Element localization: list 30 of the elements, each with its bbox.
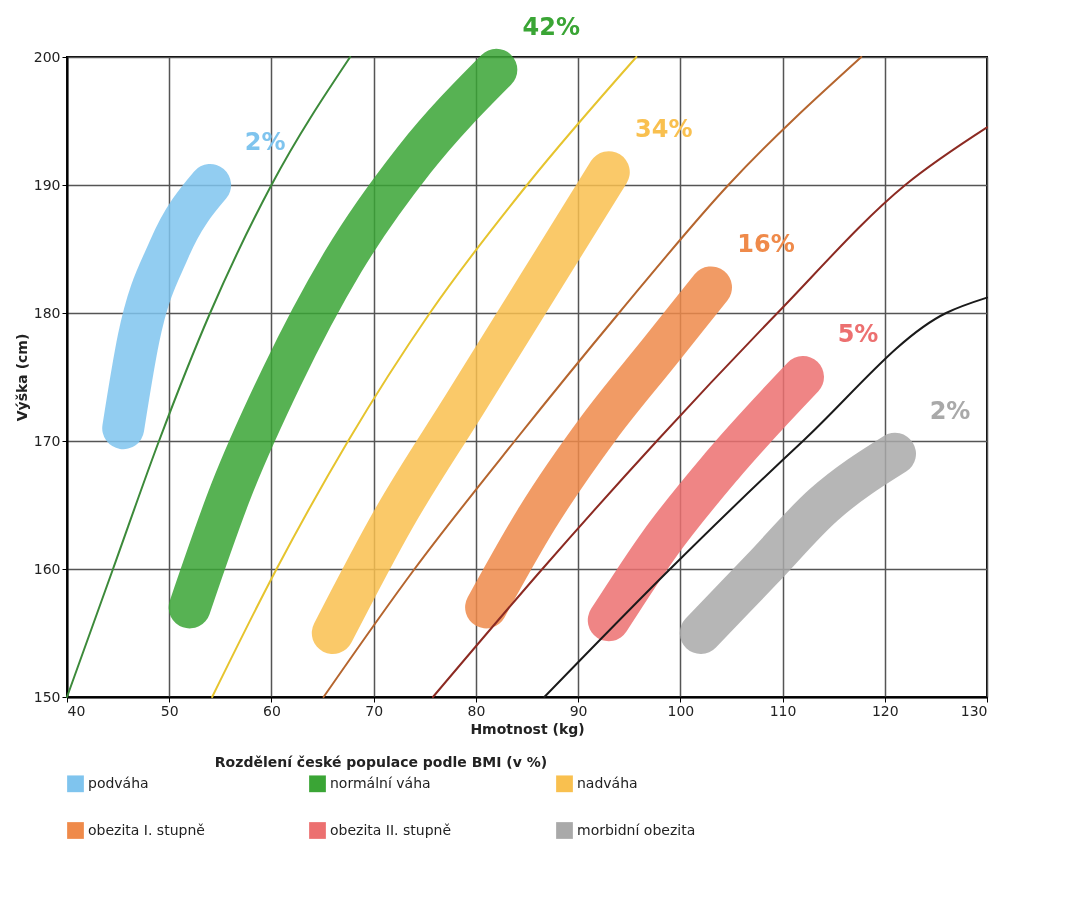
x-tick-label: 40 [67,702,86,719]
line-series [543,296,988,698]
legend-label: normální váha [330,774,431,791]
x-tick-label: 70 [365,702,384,719]
annotation: 2% [929,396,971,425]
line-series [211,56,638,698]
y-tick-label: 150 [33,688,61,705]
y-tick-label: 190 [33,176,61,193]
legend-title: Rozdělení české populace podle BMI (v %) [214,754,548,770]
x-axis-title: Hmotnost (kg) [470,720,585,737]
text: 42% [522,12,581,41]
legend-label: morbidní obezita [577,821,696,838]
y-axis-title: Výška (cm) [13,333,30,422]
legend-label: obezita II. stupně [330,821,452,838]
x-tick-label: 60 [263,702,281,719]
x-tick-label: 130 [960,702,988,719]
legend-label: nadváha [577,774,638,791]
x-tick-label: 120 [871,702,899,719]
legend-label: podváha [88,774,149,791]
x-tick-label: 50 [160,702,179,719]
x-tick-label: 110 [769,702,797,719]
annotation: 5% [837,320,879,348]
y-tick-label: 170 [33,432,61,449]
x-tick-label: 90 [569,702,588,719]
legend-label: obezita I. stupně [88,821,205,838]
x-tick-label: 100 [667,702,695,719]
y-tick-label: 200 [33,48,61,65]
x-tick-label: 80 [467,702,486,719]
y-tick-label: 160 [33,560,61,577]
y-tick-label: 180 [33,304,61,321]
